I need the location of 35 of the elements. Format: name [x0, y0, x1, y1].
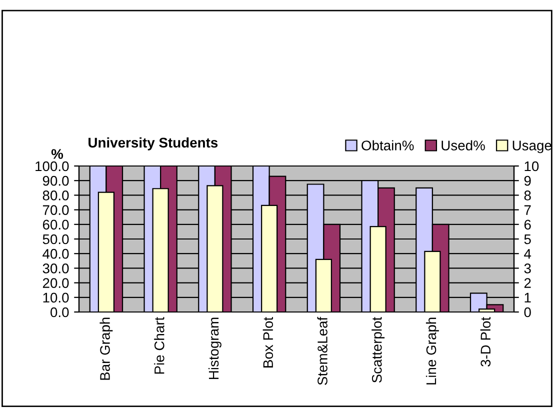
- x-tick-label: Bar Graph: [100, 318, 113, 380]
- y-tick-label: 70.0: [42, 205, 69, 215]
- y2-tick-label: 1: [524, 292, 531, 302]
- y-tick-label: 90.0: [42, 176, 69, 186]
- x-tick-label: Pie Chart: [154, 316, 164, 374]
- y2-tick-label: 9: [524, 176, 531, 186]
- y-tick-label: 80.0: [42, 190, 69, 200]
- y-tick-label: 0.0: [50, 307, 69, 318]
- legend-label: Obtain%: [362, 140, 414, 150]
- y-axis-title: %: [51, 149, 64, 159]
- y-tick-label: 20.0: [42, 278, 69, 288]
- y-tick-label: 10.0: [43, 292, 69, 303]
- y-tick-label: 30.0: [42, 264, 69, 274]
- y2-tick-label: 2: [524, 278, 531, 288]
- x-tick-label: 3-D Plot: [480, 316, 491, 366]
- y2-tick-label: 6: [524, 220, 531, 230]
- y2-tick-label: 0: [524, 307, 531, 318]
- y2-tick-label: 8: [524, 190, 531, 200]
- y-tick-label: 60.0: [42, 220, 69, 230]
- y2-tick-label: 3: [524, 264, 531, 274]
- legend-label: Used%: [442, 140, 485, 150]
- y2-tick-label: 4: [524, 249, 532, 259]
- y-tick-label: 100.0: [36, 161, 69, 172]
- x-tick-label: Line Graph: [426, 318, 439, 384]
- y-tick-label: 40.0: [42, 248, 69, 259]
- x-tick-label: Scatterplot: [372, 316, 385, 383]
- legend-label: Usage: [512, 140, 552, 154]
- y2-tick-label: 7: [524, 205, 531, 215]
- y-tick-label: 50.0: [42, 234, 69, 244]
- y2-tick-label: 5: [524, 234, 531, 244]
- x-tick-label: Histogram: [208, 318, 222, 380]
- x-tick-label: Stem&Leaf: [317, 316, 328, 385]
- y2-tick-label: 10: [524, 161, 539, 172]
- chart-title: University Students: [88, 137, 218, 150]
- x-tick-label: Box Plot: [262, 316, 274, 368]
